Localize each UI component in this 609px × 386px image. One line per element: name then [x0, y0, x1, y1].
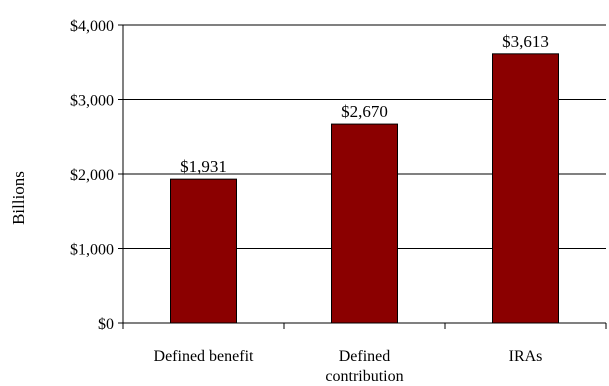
- data-labels: $1,931 $2,670 $3,613: [180, 32, 549, 176]
- data-label: $3,613: [502, 32, 549, 51]
- bars: [170, 53, 559, 324]
- y-tick-label: $3,000: [70, 93, 114, 110]
- data-label: $2,670: [341, 102, 388, 121]
- x-category-label: Defined benefit: [154, 348, 255, 365]
- bar: [331, 123, 398, 324]
- y-tick-label: $2,000: [70, 167, 114, 184]
- y-axis-title: Billions: [9, 171, 28, 225]
- x-category-label: IRAs: [509, 348, 543, 365]
- bar: [170, 178, 237, 324]
- axes: [118, 24, 607, 329]
- y-tick-labels: $0 $1,000 $2,000 $3,000 $4,000: [70, 18, 114, 333]
- data-label: $1,931: [180, 157, 227, 176]
- y-tick-label: $0: [98, 316, 114, 333]
- y-tick-label: $1,000: [70, 242, 114, 259]
- y-tick-label: $4,000: [70, 18, 114, 35]
- x-category-label: Defined contribution: [325, 348, 403, 385]
- x-category-labels: Defined benefit Defined contribution IRAs: [154, 348, 543, 385]
- bar: [492, 53, 559, 324]
